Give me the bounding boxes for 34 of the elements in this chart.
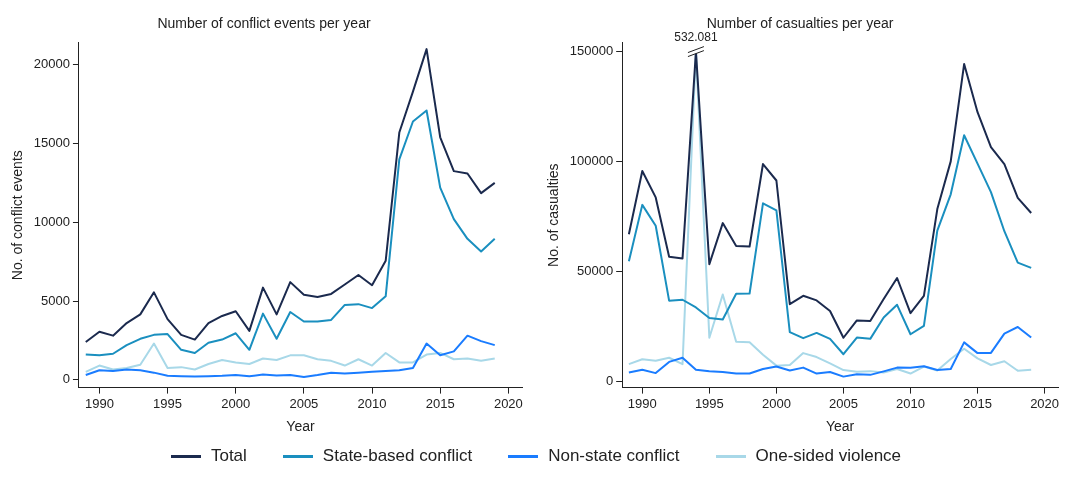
legend-label: One-sided violence	[755, 446, 902, 466]
x-tick-label: 2015	[425, 395, 455, 411]
x-tick-label: 2000	[221, 395, 251, 411]
x-tick-label: 2005	[289, 395, 319, 411]
x-tick-label: 1995	[694, 395, 724, 411]
y-axis-title: No. of conflict events	[9, 150, 26, 281]
y-tick-label: 20000	[33, 56, 70, 72]
y-tick-label: 0	[62, 371, 70, 387]
y-axis-title: No. of casualties	[545, 163, 562, 267]
legend-label: Non-state conflict	[548, 446, 680, 466]
chart-title: Number of casualties per year	[706, 15, 894, 32]
x-tick-label: 2000	[761, 395, 791, 411]
x-tick-label: 2020	[493, 395, 523, 411]
chart-title: Number of conflict events per year	[157, 15, 371, 32]
y-tick-label: 50000	[577, 262, 614, 278]
y-tick-label: 150000	[569, 43, 614, 59]
y-tick-label: 0	[605, 372, 614, 388]
y-tick-label: 5000	[41, 292, 70, 308]
x-tick-label: 1990	[627, 395, 657, 411]
annotation: 532.081	[674, 29, 718, 44]
legend-label: Total	[210, 446, 247, 466]
x-tick-label: 2015	[963, 395, 992, 411]
y-tick-label: 100000	[569, 152, 614, 168]
legend-label: State-based conflict	[322, 446, 473, 466]
x-tick-label: 2020	[1030, 395, 1060, 411]
x-tick-label: 2010	[357, 395, 387, 411]
x-axis-title: Year	[825, 418, 855, 435]
x-tick-label: 1990	[84, 395, 114, 411]
y-tick-label: 15000	[33, 135, 70, 151]
y-tick-label: 10000	[33, 213, 70, 229]
x-axis-title: Year	[286, 418, 315, 435]
x-tick-label: 1995	[153, 395, 183, 411]
x-tick-label: 2010	[896, 395, 925, 411]
x-tick-label: 2005	[828, 395, 858, 411]
